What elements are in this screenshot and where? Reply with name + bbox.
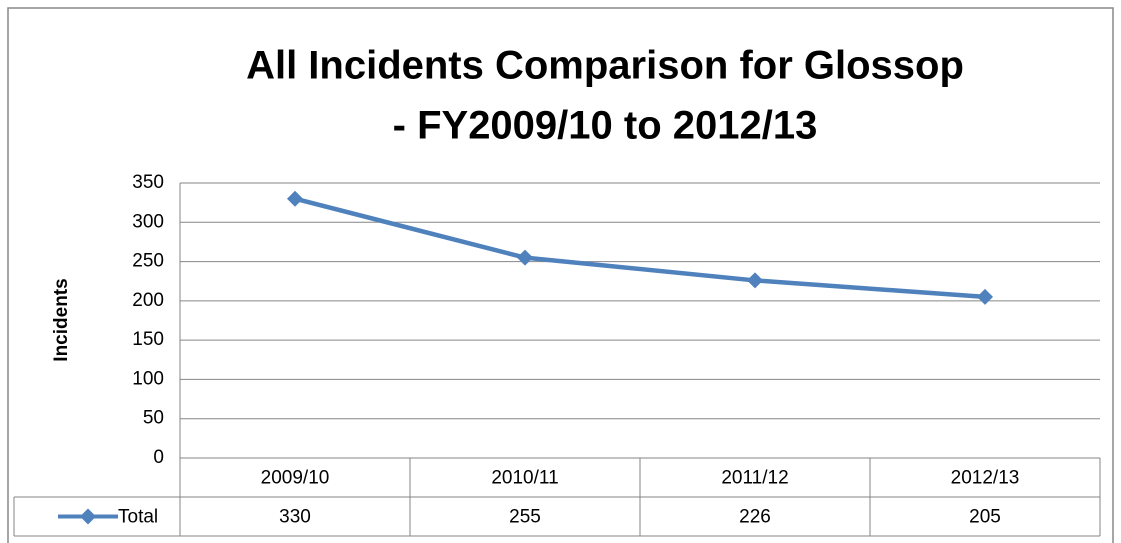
table-value: 330 [279, 507, 311, 528]
line [294, 196, 986, 300]
y-tick-label: 300 [132, 211, 164, 232]
legend-marker [80, 508, 96, 525]
x-tick-label: 2012/13 [951, 468, 1020, 489]
marker [517, 249, 533, 266]
x-tick-label: 2010/11 [491, 468, 558, 489]
table-value: 255 [509, 507, 541, 528]
table-value: 226 [739, 507, 771, 528]
y-tick-label: 350 [132, 172, 164, 193]
x-tick-label: 2009/10 [261, 468, 330, 489]
table-value: 205 [969, 507, 1001, 528]
legend-label: Total [118, 507, 158, 528]
chart-title: - FY2009/10 to 2012/13 [393, 104, 818, 148]
marker [747, 272, 763, 289]
marker [287, 190, 303, 207]
y-axis-title: Incidents [51, 278, 72, 361]
y-tick-label: 0 [153, 447, 164, 468]
y-tick-label: 50 [143, 408, 164, 429]
y-tick-label: 250 [132, 251, 164, 272]
y-tick-label: 150 [132, 329, 164, 350]
y-tick-label: 200 [132, 290, 164, 311]
chart-title: All Incidents Comparison for Glossop [246, 44, 964, 88]
x-tick-label: 2011/12 [721, 468, 788, 489]
marker [977, 288, 993, 305]
chart-border [7, 7, 1114, 543]
y-tick-label: 100 [132, 368, 164, 389]
